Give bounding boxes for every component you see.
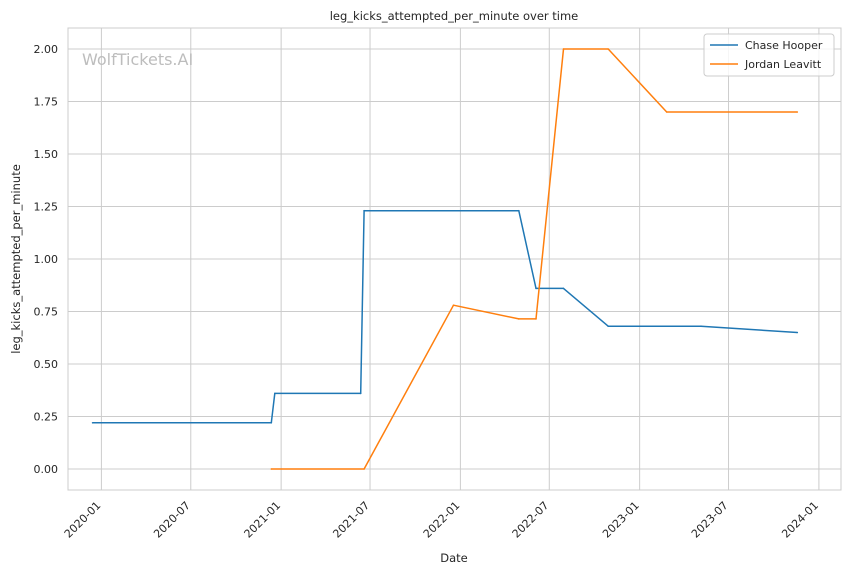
y-tick-label: 2.00 xyxy=(34,43,59,56)
y-tick-label: 0.50 xyxy=(34,358,59,371)
legend: Chase Hooper Jordan Leavitt xyxy=(703,33,835,77)
x-tick-label: 2023-01 xyxy=(600,499,642,541)
data-point-chase-hooper xyxy=(535,287,537,290)
x-tick-label: 2022-07 xyxy=(510,499,552,541)
data-point-chase-hooper xyxy=(274,392,276,395)
data-point-jordan-leavitt xyxy=(452,304,455,307)
x-tick-label: 2020-01 xyxy=(62,499,104,541)
y-tick-label: 0.00 xyxy=(34,463,59,476)
y-axis-label: leg_kicks_attempted_per_minute xyxy=(9,164,23,354)
x-tick-label: 2024-01 xyxy=(779,499,821,541)
data-point-chase-hooper xyxy=(796,331,799,334)
data-point-chase-hooper xyxy=(270,422,273,424)
watermark: WolfTickets.AI xyxy=(82,50,193,69)
y-tick-label: 0.75 xyxy=(34,306,59,319)
data-point-chase-hooper xyxy=(359,392,362,395)
data-point-jordan-leavitt xyxy=(363,468,365,470)
data-point-chase-hooper xyxy=(518,209,520,212)
y-tick-labels: 0.00 0.25 0.50 0.75 1.00 1.25 1.50 1.75 2.00 xyxy=(34,43,59,476)
series-line-chase-hooper xyxy=(92,209,798,424)
data-point-chase-hooper xyxy=(91,422,94,424)
x-tick-label: 2020-07 xyxy=(151,499,193,541)
data-point-chase-hooper xyxy=(562,287,565,290)
data-point-jordan-leavitt xyxy=(518,318,520,320)
chart-title: leg_kicks_attempted_per_minute over time xyxy=(330,9,579,23)
y-tick-label: 1.50 xyxy=(34,148,59,161)
series-layer xyxy=(91,48,799,470)
data-point-jordan-leavitt xyxy=(665,111,668,113)
legend-label-jordan-leavitt: Jordan Leavitt xyxy=(744,58,822,71)
x-tick-label: 2023-07 xyxy=(689,499,731,541)
data-point-chase-hooper xyxy=(700,325,702,328)
data-point-jordan-leavitt xyxy=(607,48,609,50)
data-point-chase-hooper xyxy=(363,209,365,212)
legend-label-chase-hooper: Chase Hooper xyxy=(745,39,823,52)
data-point-jordan-leavitt xyxy=(535,318,537,320)
grid xyxy=(68,28,841,490)
x-tick-label: 2022-01 xyxy=(421,499,463,541)
data-point-chase-hooper xyxy=(607,325,609,328)
x-axis-label: Date xyxy=(440,551,468,565)
x-tick-labels: 2020-01 2020-07 2021-01 2021-07 2022-01 2022-… xyxy=(62,499,821,541)
data-point-jordan-leavitt xyxy=(270,468,273,470)
x-tick-label: 2021-07 xyxy=(330,499,372,541)
x-tick-label: 2021-01 xyxy=(242,499,284,541)
y-tick-label: 1.00 xyxy=(34,253,59,266)
data-point-jordan-leavitt xyxy=(562,48,565,50)
y-tick-label: 1.75 xyxy=(34,96,59,109)
y-tick-label: 1.25 xyxy=(34,201,59,214)
plot-frame xyxy=(67,27,842,491)
y-tick-label: 0.25 xyxy=(34,411,59,424)
data-point-jordan-leavitt xyxy=(796,111,799,113)
